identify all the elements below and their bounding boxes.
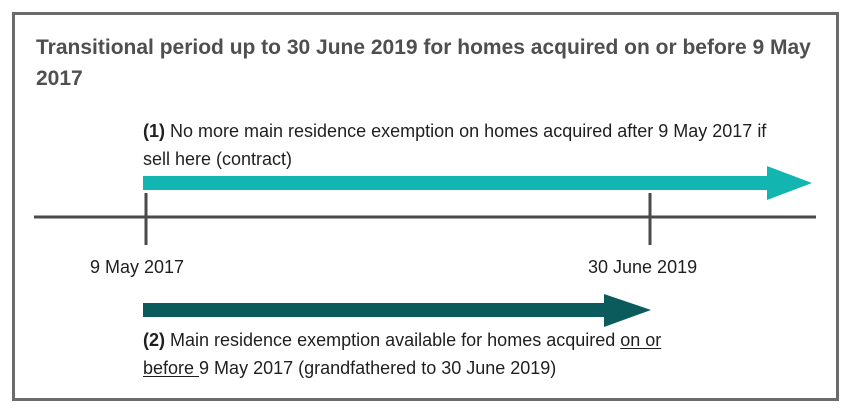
timeline-end-label: 30 June 2019 (588, 257, 698, 277)
arrow-1-shaft (143, 176, 771, 190)
timeline-start-label: 9 May 2017 (90, 257, 185, 277)
arrow-2-number: (2) (143, 330, 165, 350)
arrow-2-label: (2) Main residence exemption available f… (143, 326, 703, 382)
arrow-1-label: (1) No more main residence exemption on … (143, 117, 793, 173)
arrow-2-text-after: 9 May 2017 (grandfathered to 30 June 201… (199, 358, 557, 378)
arrow-2-shaft (143, 303, 608, 317)
arrow-1-head (767, 166, 812, 200)
arrow-1-text: No more main residence exemption on home… (143, 121, 767, 169)
arrow-2-text-before: Main residence exemption available for h… (165, 330, 621, 350)
arrow-1-number: (1) (143, 121, 165, 141)
arrow-2-head (604, 294, 651, 327)
arrow-2-text-underlined: on or before (143, 330, 662, 378)
diagram-frame (12, 12, 839, 401)
diagram-title: Transitional period up to 30 June 2019 f… (36, 36, 811, 90)
